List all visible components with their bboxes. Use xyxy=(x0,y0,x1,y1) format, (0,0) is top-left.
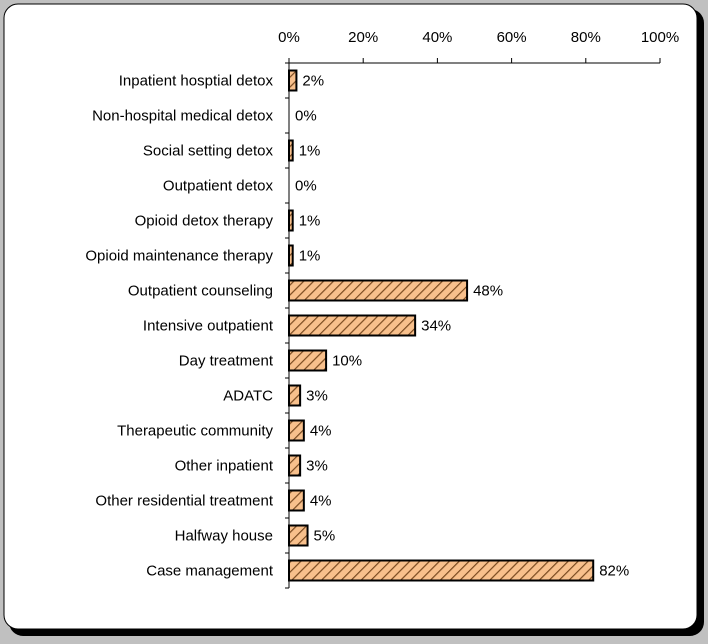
value-label: 3% xyxy=(306,457,328,474)
y-tick-label: Intensive outpatient xyxy=(143,317,274,334)
bar xyxy=(288,314,417,337)
bar xyxy=(288,349,328,372)
value-label: 1% xyxy=(299,142,321,159)
y-tick-label: Inpatient hosptial detox xyxy=(119,72,274,89)
y-tick-label: Social setting detox xyxy=(143,142,274,159)
y-tick-label: Outpatient detox xyxy=(163,177,274,194)
bar xyxy=(288,524,309,547)
value-label: 5% xyxy=(314,527,336,544)
value-label: 48% xyxy=(473,282,503,299)
bar xyxy=(288,69,298,92)
y-tick-label: Opioid detox therapy xyxy=(135,212,274,229)
value-label: 3% xyxy=(306,387,328,404)
bar xyxy=(288,489,305,512)
y-tick-label: Halfway house xyxy=(175,527,273,544)
x-tick-label: 0% xyxy=(278,29,300,46)
bar xyxy=(288,454,302,477)
value-label: 1% xyxy=(299,247,321,264)
value-label: 4% xyxy=(310,492,332,509)
bar xyxy=(288,419,305,442)
value-label: 10% xyxy=(332,352,362,369)
x-tick-label: 20% xyxy=(348,29,378,46)
y-tick-label: Therapeutic community xyxy=(117,422,273,439)
bar xyxy=(288,209,294,232)
bar xyxy=(288,384,302,407)
value-label: 34% xyxy=(421,317,451,334)
y-tick-label: Other residential treatment xyxy=(95,492,273,509)
y-tick-label: Non-hospital medical detox xyxy=(92,107,273,124)
bar xyxy=(288,139,294,162)
value-label: 82% xyxy=(599,562,629,579)
value-label: 0% xyxy=(295,177,317,194)
y-tick-label: Other inpatient xyxy=(175,457,274,474)
x-tick-label: 100% xyxy=(641,29,679,46)
y-tick-label: Outpatient counseling xyxy=(128,282,273,299)
value-label: 1% xyxy=(299,212,321,229)
value-label: 4% xyxy=(310,422,332,439)
value-label: 2% xyxy=(302,72,324,89)
x-tick-label: 40% xyxy=(422,29,452,46)
bar xyxy=(288,244,294,267)
y-tick-label: Day treatment xyxy=(179,352,274,369)
value-label: 0% xyxy=(295,107,317,124)
y-tick-label: Opioid maintenance therapy xyxy=(85,247,273,264)
y-tick-label: Case management xyxy=(146,562,274,579)
x-tick-label: 80% xyxy=(571,29,601,46)
bar xyxy=(288,279,469,302)
bar xyxy=(288,559,595,582)
x-tick-label: 60% xyxy=(497,29,527,46)
y-tick-label: ADATC xyxy=(223,387,273,404)
